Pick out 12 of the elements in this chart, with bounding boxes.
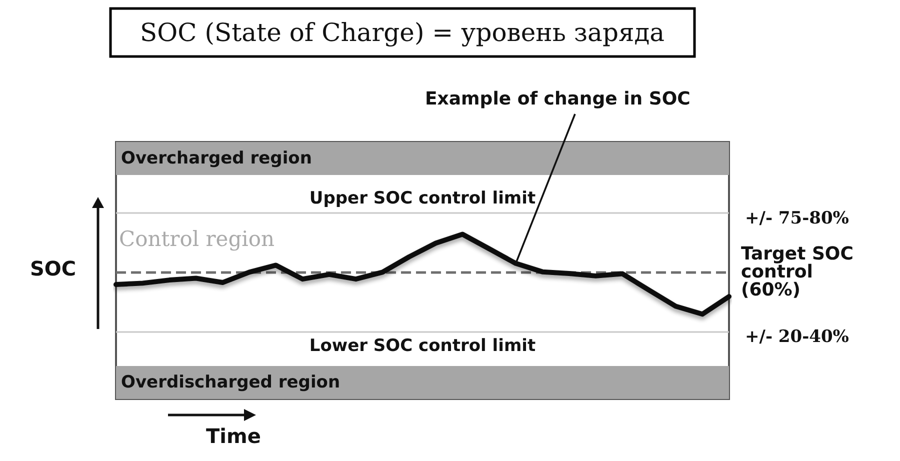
annotation: Control region [119,226,275,251]
y-axis-title: SOC [30,256,76,280]
band-label: Overdischarged region [121,372,340,393]
ref-line-label: Lower SOC control limit [309,336,536,356]
chart-title: SOC (State of Charge) = уровень заряда [140,18,665,47]
x-axis-title: Time [206,424,261,448]
text: +/- 20-40% [745,326,849,347]
ref-line-label: Target SOC control (60%) [741,244,860,301]
text: +/- 75-80% [745,208,849,228]
text: Example of change in SOC [425,88,690,110]
band-label: Overcharged region [121,148,312,168]
ref-line-label: Upper SOC control limit [309,188,536,208]
